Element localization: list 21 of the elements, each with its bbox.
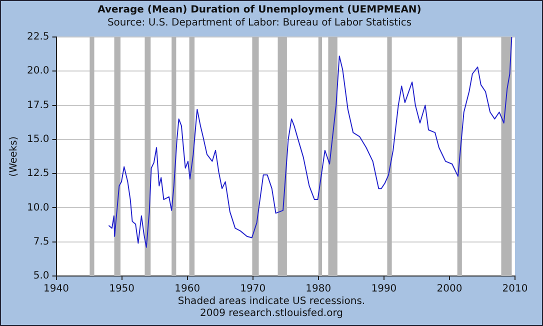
text: 2009 research.stlouisfed.org [198,308,344,320]
x-tick-label: 1950 [109,284,135,295]
x-tick-label: 1960 [174,284,200,295]
x-tick-label: 1980 [306,284,332,295]
text: Shaded areas indicate US recessions. [176,296,366,308]
y-axis-title: (Weeks) [8,136,20,177]
x-tick-label: 2000 [436,284,462,295]
x-tick-label: 1990 [371,284,397,295]
x-tick-label: 1970 [240,284,266,295]
y-tick-label: 7.5 [33,236,50,248]
y-tick-label: 12.5 [27,168,50,180]
y-tick-label: 5.0 [33,270,50,282]
x-tick-label: 1940 [44,284,69,295]
y-tick-label: 10.0 [27,202,50,214]
y-tick-label: 15.0 [27,134,50,146]
y-tick-label: 22.5 [27,32,50,43]
y-tick-label: 20.0 [27,66,50,77]
x-tick-label: 2010 [502,284,528,295]
chart-subtitle: Source: U.S. Department of Labor: Bureau of Labor Statistics [107,18,412,29]
y-tick-label: 17.5 [27,100,50,111]
chart-title: Average (Mean) Duration of Unemployment (UEMPMEAN) [98,4,422,16]
